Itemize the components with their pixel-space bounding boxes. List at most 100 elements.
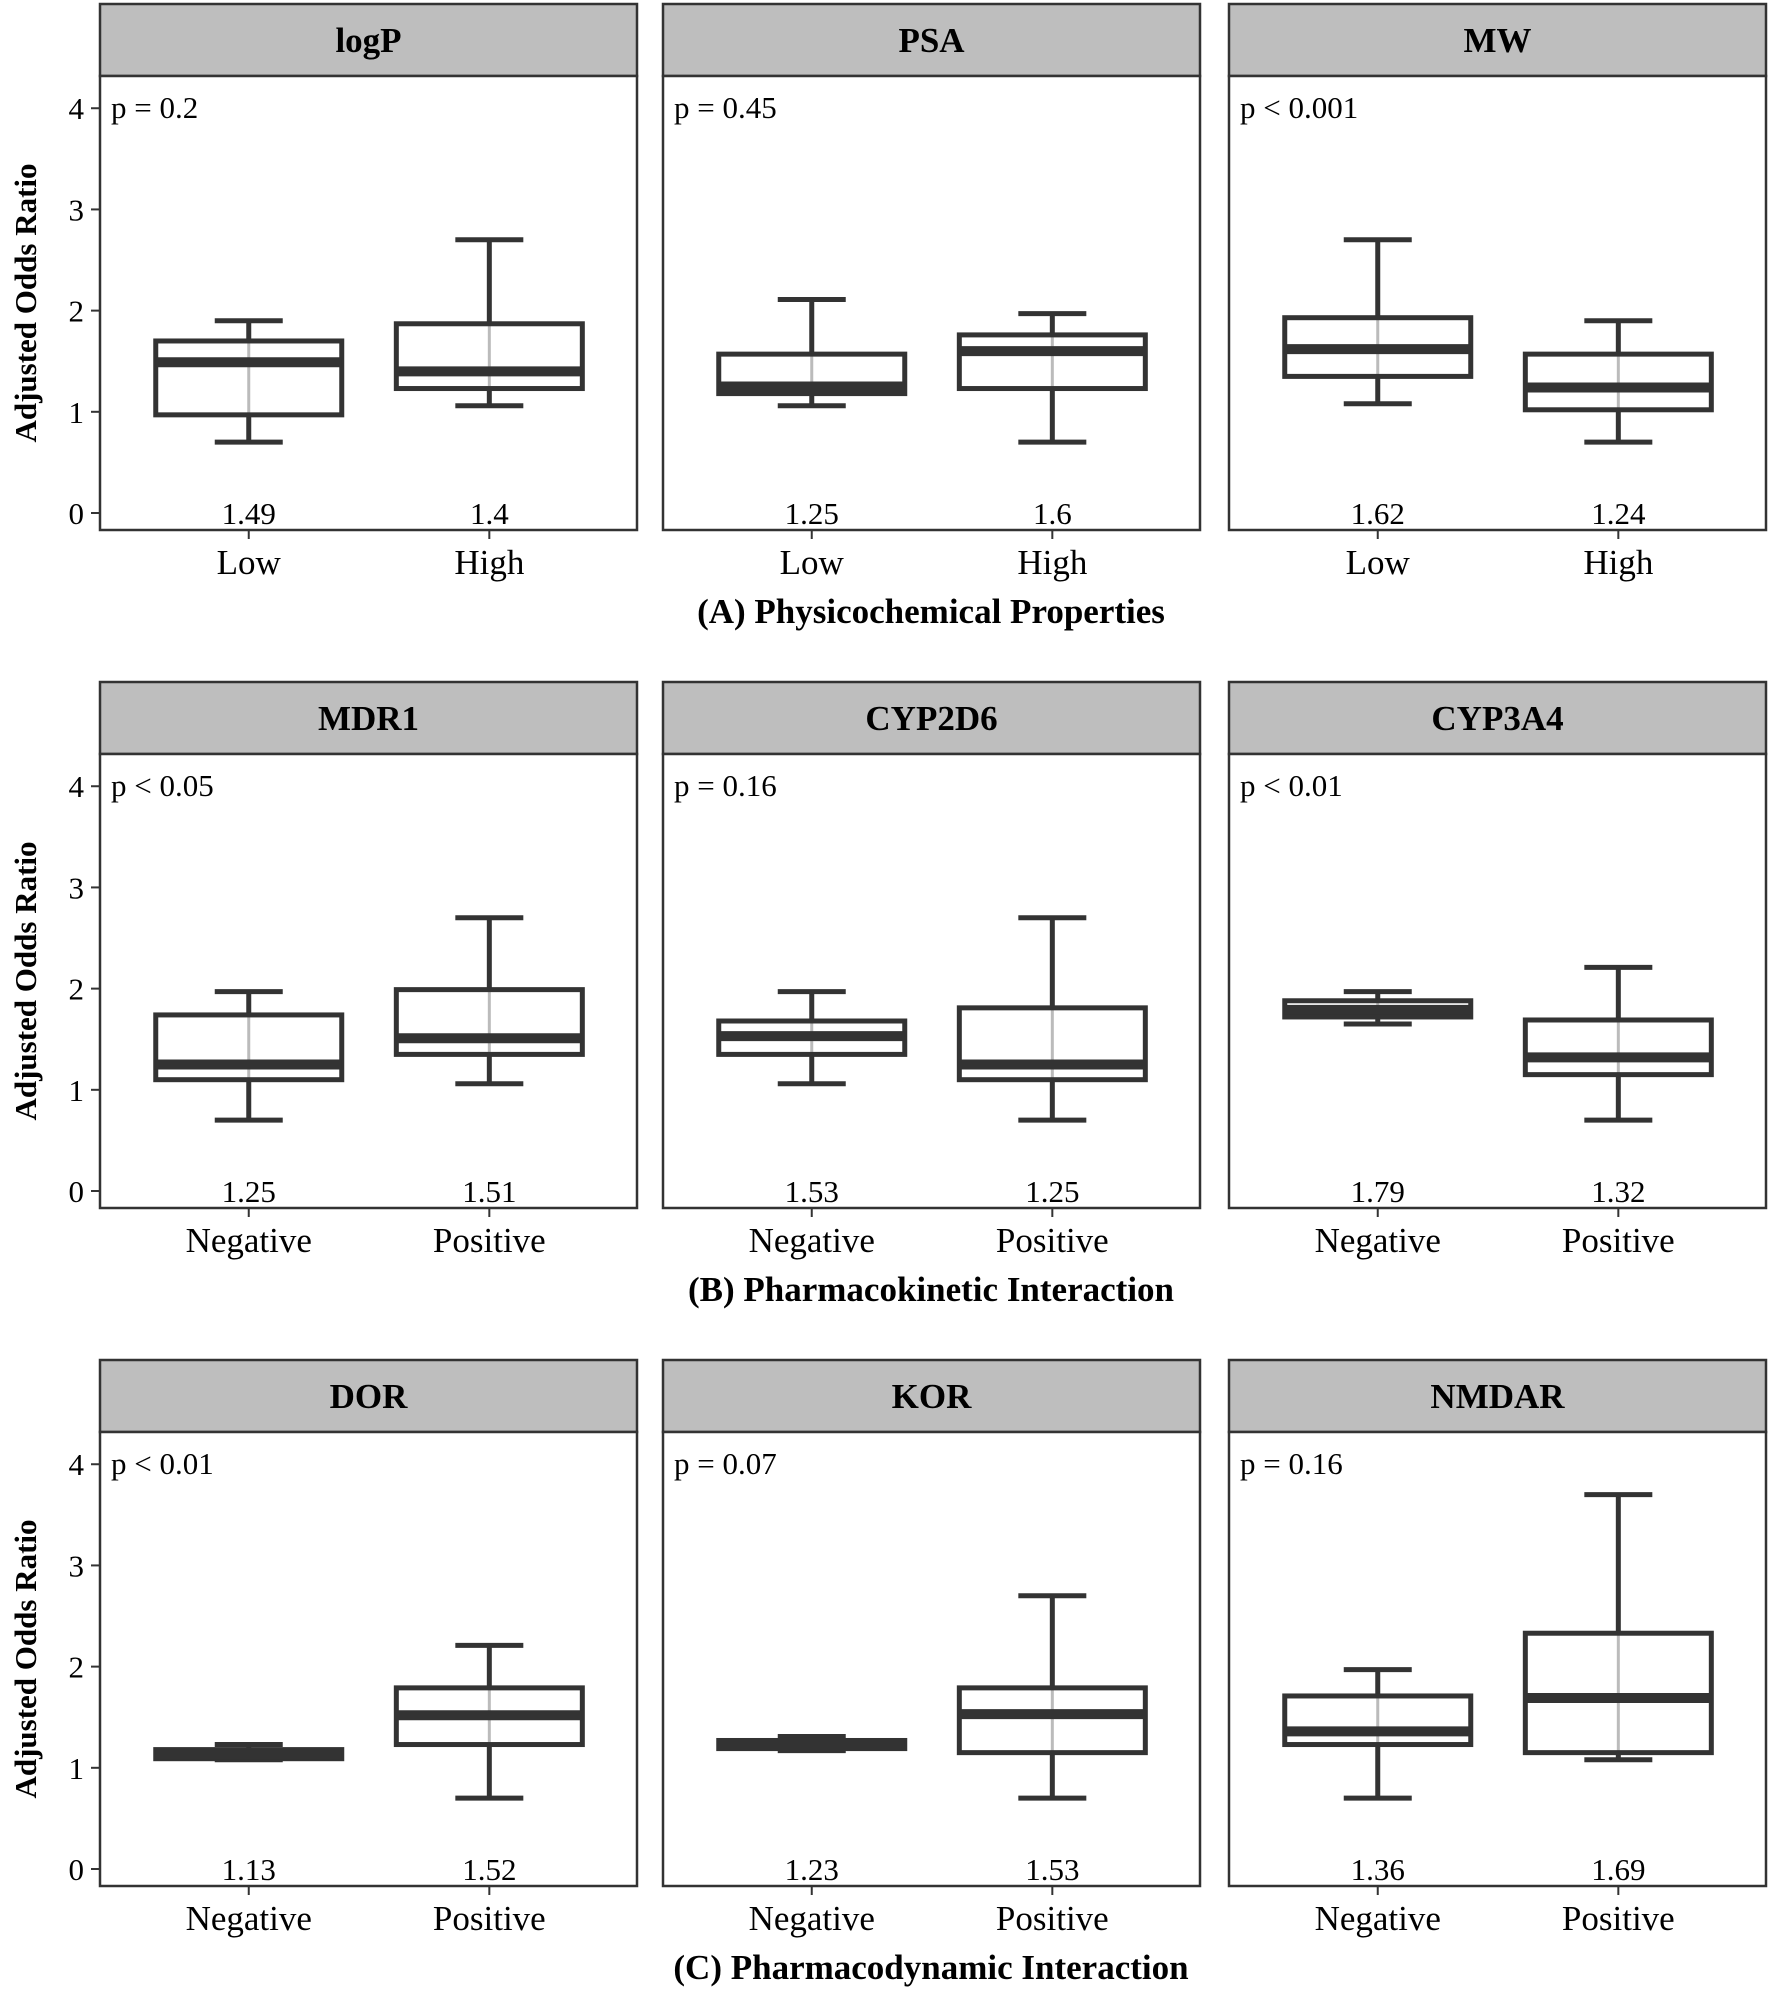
- box-high: 1.6 High: [956, 311, 1148, 582]
- panel-frame: [98, 1430, 639, 1888]
- y-tick-label: 1: [69, 395, 85, 430]
- y-tick-label: 3: [69, 192, 85, 227]
- box-iqr: [393, 321, 585, 392]
- x-category-label: Negative: [749, 1221, 875, 1260]
- box-low: 1.25 Low: [716, 296, 908, 582]
- median-value-label: 1.4: [470, 496, 509, 531]
- y-tick-label: 4: [69, 1447, 85, 1482]
- panel-title: DOR: [330, 1377, 409, 1416]
- median-value-label: 1.53: [1025, 1852, 1079, 1887]
- box-iqr: [153, 338, 345, 418]
- panel-strip: [98, 680, 639, 756]
- box-negative: 1.13 Negative: [153, 1742, 345, 1938]
- x-category-label: High: [454, 543, 525, 582]
- median-value-label: 1.36: [1351, 1852, 1405, 1887]
- median-value-label: 1.53: [785, 1174, 839, 1209]
- x-category-label: Negative: [186, 1221, 312, 1260]
- median-value-label: 1.6: [1033, 496, 1072, 531]
- box-negative: 1.53 Negative: [716, 989, 908, 1260]
- panel-cyp2d6: CYP2D6 p = 0.16 1.53 Negative 1.25 Positive: [661, 680, 1202, 1260]
- panel-title: CYP3A4: [1431, 699, 1563, 738]
- p-value-label: p = 0.07: [674, 1446, 777, 1481]
- x-category-label: Negative: [1315, 1899, 1441, 1938]
- panel-strip: [98, 1358, 639, 1434]
- y-tick-label: 0: [69, 496, 85, 531]
- x-category-label: Positive: [996, 1899, 1109, 1938]
- panel-strip: [661, 2, 1202, 78]
- y-tick-label: 2: [69, 294, 85, 329]
- box-iqr: [956, 1005, 1148, 1083]
- panel-title: logP: [335, 21, 401, 60]
- box-positive: 1.52 Positive: [393, 1642, 585, 1938]
- box-iqr: [1522, 351, 1714, 413]
- row-0: Adjusted Odds Ratio 0 1 2 3 4 logP p = 0.2 1.49 L…: [8, 2, 1768, 631]
- box-positive: 1.25 Positive: [956, 915, 1148, 1260]
- box-positive: 1.32 Positive: [1522, 964, 1714, 1260]
- panel-strip: [98, 2, 639, 78]
- panel-logp: logP p = 0.2 1.49 Low 1.4 High: [98, 2, 639, 582]
- section-label: (C) Pharmacodynamic Interaction: [673, 1948, 1188, 1987]
- box-positive: 1.51 Positive: [393, 915, 585, 1260]
- median-value-label: 1.79: [1351, 1174, 1405, 1209]
- panel-title: NMDAR: [1430, 1377, 1565, 1416]
- panel-frame: [1227, 752, 1768, 1210]
- median-value-label: 1.49: [222, 496, 276, 531]
- box-high: 1.4 High: [393, 237, 585, 582]
- panel-strip: [661, 1358, 1202, 1434]
- p-value-label: p = 0.45: [674, 90, 777, 125]
- box-iqr: [956, 332, 1148, 392]
- x-category-label: Low: [217, 543, 282, 582]
- x-category-label: Negative: [749, 1899, 875, 1938]
- p-value-label: p < 0.001: [1240, 90, 1358, 125]
- panel-psa: PSA p = 0.45 1.25 Low 1.6 High: [661, 2, 1202, 582]
- box-low: 1.49 Low: [153, 318, 345, 582]
- section-label: (A) Physicochemical Properties: [697, 592, 1165, 631]
- box-negative: 1.23 Negative: [716, 1733, 908, 1938]
- x-category-label: Low: [1346, 543, 1411, 582]
- box-high: 1.24 High: [1522, 318, 1714, 582]
- y-tick-label: 3: [69, 870, 85, 905]
- panel-kor: KOR p = 0.07 1.23 Negative 1.53 Positive: [661, 1358, 1202, 1938]
- x-category-label: High: [1583, 543, 1654, 582]
- box-iqr: [153, 1012, 345, 1083]
- panel-title: KOR: [892, 1377, 972, 1416]
- box-negative: 1.79 Negative: [1282, 989, 1474, 1260]
- box-iqr: [1522, 1630, 1714, 1756]
- panel-strip: [1227, 1358, 1768, 1434]
- y-tick-label: 4: [69, 91, 85, 126]
- x-category-label: High: [1017, 543, 1088, 582]
- panel-cyp3a4: CYP3A4 p < 0.01 1.79 Negative 1.32 Positive: [1227, 680, 1768, 1260]
- box-iqr: [956, 1685, 1148, 1756]
- x-category-label: Positive: [1562, 1221, 1675, 1260]
- box-iqr: [1522, 1017, 1714, 1078]
- y-tick-label: 4: [69, 769, 85, 804]
- panel-strip: [1227, 2, 1768, 78]
- panel-mdr1: MDR1 p < 0.05 1.25 Negative 1.51 Positive: [98, 680, 639, 1260]
- median-value-label: 1.62: [1351, 496, 1405, 531]
- x-category-label: Positive: [433, 1221, 546, 1260]
- panel-title: MW: [1463, 21, 1531, 60]
- y-tick-label: 2: [69, 1650, 85, 1685]
- y-tick-label: 3: [69, 1548, 85, 1583]
- median-value-label: 1.51: [462, 1174, 516, 1209]
- panel-dor: DOR p < 0.01 1.13 Negative 1.52 Positive: [98, 1358, 639, 1938]
- y-axis-label: Adjusted Odds Ratio: [8, 1519, 43, 1798]
- median-value-label: 1.13: [222, 1852, 276, 1887]
- panel-frame: [661, 74, 1202, 532]
- p-value-label: p = 0.16: [1240, 1446, 1343, 1481]
- x-category-label: Positive: [1562, 1899, 1675, 1938]
- y-tick-label: 0: [69, 1174, 85, 1209]
- row-1: Adjusted Odds Ratio 0 1 2 3 4 MDR1 p < 0.05 1.25…: [8, 680, 1768, 1309]
- p-value-label: p = 0.16: [674, 768, 777, 803]
- y-tick-label: 1: [69, 1751, 85, 1786]
- median-value-label: 1.52: [462, 1852, 516, 1887]
- y-tick-label: 0: [69, 1852, 85, 1887]
- median-value-label: 1.25: [222, 1174, 276, 1209]
- panel-strip: [1227, 680, 1768, 756]
- median-value-label: 1.25: [785, 496, 839, 531]
- row-2: Adjusted Odds Ratio 0 1 2 3 4 DOR p < 0.01 1.13 N…: [8, 1358, 1768, 1987]
- panel-frame: [1227, 74, 1768, 532]
- panel-frame: [661, 1430, 1202, 1888]
- p-value-label: p = 0.2: [111, 90, 198, 125]
